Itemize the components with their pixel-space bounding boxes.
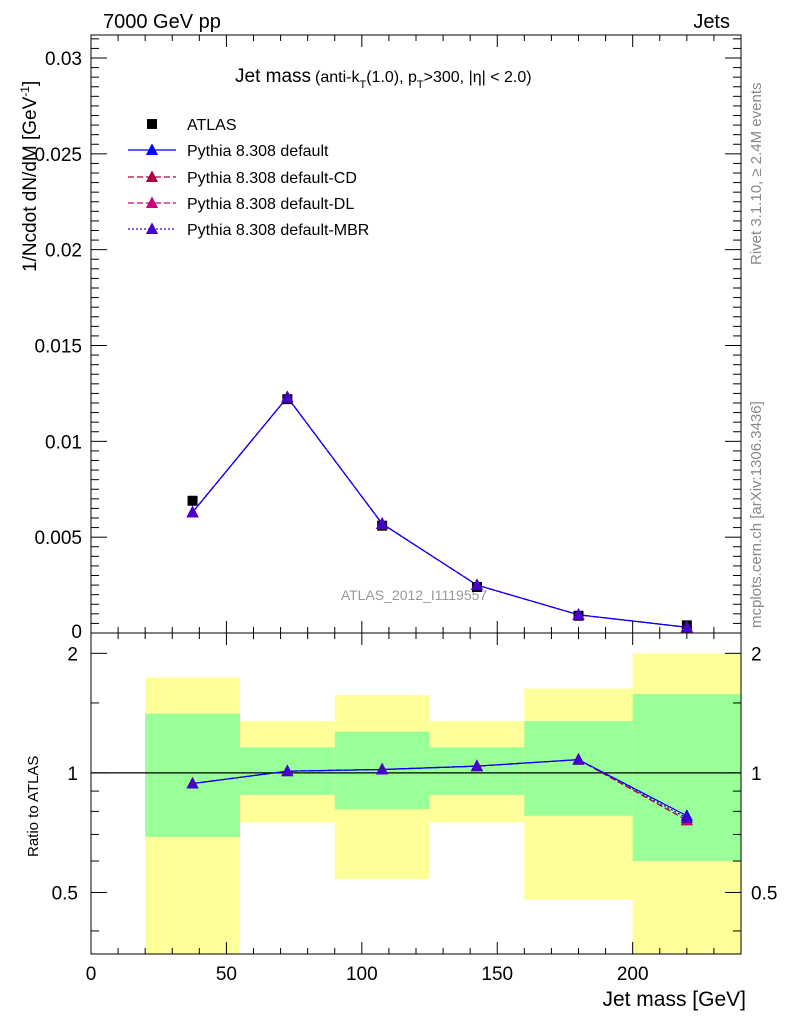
uncertainty-band-inner	[524, 721, 633, 816]
legend-marker	[145, 143, 159, 155]
ratio-point	[186, 776, 199, 789]
main-ytick-label: 0.015	[34, 337, 82, 358]
main-series	[186, 390, 693, 633]
main-title: Jet mass (anti-kT(1.0), pT>300, |η| < 2.0…	[235, 66, 532, 91]
ratio-point	[281, 764, 294, 777]
legend-marker	[145, 196, 159, 208]
ratio-ytick-label-right: 1	[751, 764, 762, 785]
ratio-series-line	[192, 759, 688, 817]
mc-point	[680, 620, 693, 633]
legend-marker	[145, 222, 159, 234]
ratio-xtick-label: 100	[346, 964, 378, 985]
legend-label: Pythia 8.308 default-DL	[187, 196, 354, 213]
legend-label: ATLAS	[187, 117, 237, 134]
ratio-xtick-label: 200	[617, 964, 649, 985]
rivet-label: Rivet 3.1.10, ≥ 2.4M events	[748, 83, 765, 266]
ratio-bands	[91, 653, 741, 954]
watermark-label: ATLAS_2012_I1119557	[341, 587, 488, 603]
mc-point	[470, 578, 483, 591]
ratio-frame	[90, 632, 742, 955]
ratio-xlabel: Jet mass [GeV]	[602, 988, 746, 1011]
ratio-ylabel: Ratio to ATLAS	[25, 756, 42, 857]
ratio-ytick-label-left: 2	[67, 644, 78, 665]
main-ticks: 0.005 0.01 0.015 0.02 0.025 0.03 0	[34, 35, 742, 643]
legend-label: Pythia 8.308 default	[187, 143, 329, 160]
main-panel: 0.005 0.01 0.015 0.02 0.025 0.03 0 ATLAS_2012_…	[18, 34, 742, 643]
ratio-ytick-label-left: 1	[67, 764, 78, 785]
main-ytick-label: 0.01	[45, 432, 82, 453]
ratio-ytick-label-left: 0.5	[52, 883, 78, 904]
ratio-xtick-label: 50	[216, 964, 237, 985]
mc-point	[376, 517, 389, 529]
uncertainty-band-inner	[632, 693, 741, 862]
header-left: 7000 GeV pp	[103, 11, 221, 33]
mc-point	[186, 505, 199, 518]
main-ylabel: 1/Ncdot dN/dM [GeV-1]	[18, 81, 41, 272]
ratio-xtick-label: 0	[86, 964, 97, 985]
ratio-point	[680, 811, 693, 823]
uncertainty-band-inner	[145, 713, 240, 837]
ratio-point	[376, 762, 389, 775]
main-ytick-label-zero: 0	[71, 622, 82, 643]
main-ytick-label: 0.02	[45, 241, 82, 262]
uncertainty-band-inner	[429, 747, 525, 795]
mc-point	[572, 608, 585, 620]
legend-label: Pythia 8.308 default-CD	[187, 170, 357, 187]
ratio-panel: 0 50 100 150 200 0.5 0.5 1 1 2 2 Ratio to ATLAS Je…	[25, 632, 777, 1011]
mcplots-label: mcplots.cern.ch [arXiv:1306.3436]	[748, 401, 765, 628]
legend-label: Pythia 8.308 default-MBR	[187, 222, 369, 239]
ratio-series	[186, 753, 693, 826]
main-ytick-label: 0.025	[34, 145, 82, 166]
main-ytick-label: 0.03	[45, 49, 82, 70]
legend-marker	[145, 170, 159, 182]
mc-point	[281, 390, 294, 403]
data-point	[187, 495, 198, 506]
ratio-ytick-label-right: 0.5	[751, 883, 777, 904]
ratio-xtick-label: 150	[481, 964, 513, 985]
legend-marker	[147, 119, 157, 129]
ratio-ticks: 0 50 100 150 200 0.5 0.5 1 1 2 2	[52, 633, 777, 985]
header-right: Jets	[693, 11, 730, 33]
ratio-point	[470, 759, 483, 772]
legend: ATLAS Pythia 8.308 default Pythia 8.308 de…	[128, 117, 369, 239]
main-ytick-label: 0.005	[34, 528, 82, 549]
main-series-line	[192, 396, 687, 628]
ratio-ytick-label-right: 2	[751, 644, 762, 665]
ratio-point	[572, 753, 585, 765]
